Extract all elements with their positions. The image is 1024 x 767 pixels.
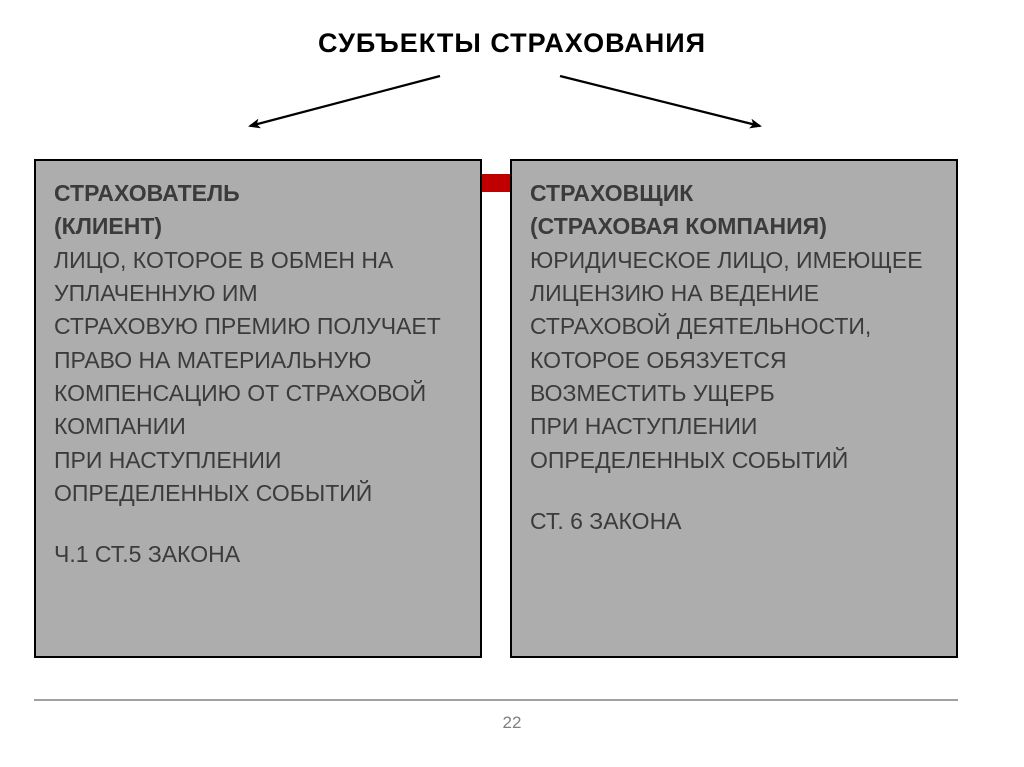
box-insured-client: СТРАХОВАТЕЛЬ (КЛИЕНТ) ЛИЦО, КОТОРОЕ В ОБ… xyxy=(34,159,482,658)
box-left-law-ref: Ч.1 СТ.5 ЗАКОНА xyxy=(54,538,464,571)
box-insurer-company: СТРАХОВЩИК (СТРАХОВАЯ КОМПАНИЯ) ЮРИДИЧЕС… xyxy=(510,159,958,658)
box-left-heading2: (КЛИЕНТ) xyxy=(54,210,464,243)
box-right-body: ЮРИДИЧЕСКОЕ ЛИЦО, ИМЕЮЩЕЕ ЛИЦЕНЗИЮ НА ВЕ… xyxy=(530,244,940,477)
branch-arrows xyxy=(0,64,1024,154)
box-right-heading1: СТРАХОВЩИК xyxy=(530,177,940,210)
footer-rule xyxy=(34,699,958,701)
page-number: 22 xyxy=(0,713,1024,733)
arrow-right xyxy=(560,76,760,126)
box-left-heading1: СТРАХОВАТЕЛЬ xyxy=(54,177,464,210)
slide-title: СУБЪЕКТЫ СТРАХОВАНИЯ xyxy=(0,28,1024,59)
box-right-law-ref: СТ. 6 ЗАКОНА xyxy=(530,505,940,538)
arrow-left xyxy=(250,76,440,126)
box-left-body: ЛИЦО, КОТОРОЕ В ОБМЕН НА УПЛАЧЕННУЮ ИМ С… xyxy=(54,244,464,511)
box-right-heading2: (СТРАХОВАЯ КОМПАНИЯ) xyxy=(530,210,940,243)
